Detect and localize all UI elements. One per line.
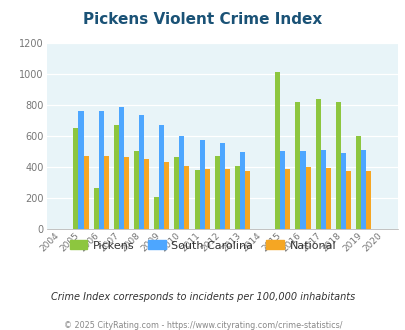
Bar xyxy=(315,99,320,229)
Bar xyxy=(78,111,83,229)
Bar xyxy=(360,150,365,229)
Bar xyxy=(144,159,149,229)
Bar xyxy=(305,167,310,229)
Bar xyxy=(113,125,119,229)
Bar xyxy=(94,188,98,229)
Bar xyxy=(164,162,169,229)
Bar xyxy=(365,171,370,229)
Bar xyxy=(224,169,229,229)
Bar xyxy=(295,102,300,229)
Bar xyxy=(194,170,199,229)
Bar xyxy=(275,72,279,229)
Bar xyxy=(239,152,244,229)
Bar xyxy=(134,151,139,229)
Bar xyxy=(174,157,179,229)
Bar xyxy=(159,125,164,229)
Bar xyxy=(204,169,209,229)
Bar xyxy=(300,151,305,229)
Bar xyxy=(214,156,219,229)
Bar xyxy=(244,171,249,229)
Bar xyxy=(179,136,184,229)
Bar xyxy=(98,111,103,229)
Bar xyxy=(199,140,204,229)
Bar xyxy=(184,166,189,229)
Bar xyxy=(103,156,109,229)
Bar xyxy=(285,169,290,229)
Bar xyxy=(219,143,224,229)
Bar xyxy=(83,156,88,229)
Bar xyxy=(124,157,129,229)
Text: © 2025 CityRating.com - https://www.cityrating.com/crime-statistics/: © 2025 CityRating.com - https://www.city… xyxy=(64,321,341,330)
Legend: Pickens, South Carolina, National: Pickens, South Carolina, National xyxy=(65,236,340,255)
Bar xyxy=(73,128,78,229)
Bar xyxy=(320,150,325,229)
Text: Crime Index corresponds to incidents per 100,000 inhabitants: Crime Index corresponds to incidents per… xyxy=(51,292,354,302)
Bar xyxy=(335,102,340,229)
Bar xyxy=(355,136,360,229)
Bar xyxy=(340,153,345,229)
Bar xyxy=(119,107,124,229)
Bar xyxy=(325,168,330,229)
Bar xyxy=(279,151,285,229)
Bar xyxy=(234,166,239,229)
Bar xyxy=(139,115,144,229)
Text: Pickens Violent Crime Index: Pickens Violent Crime Index xyxy=(83,12,322,26)
Bar xyxy=(345,171,350,229)
Bar xyxy=(154,197,159,229)
